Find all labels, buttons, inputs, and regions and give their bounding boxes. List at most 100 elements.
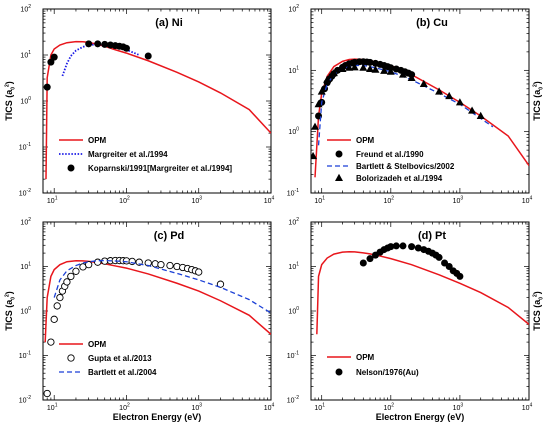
axis-ticks [42, 221, 272, 401]
x-tick-label: 102 [119, 196, 130, 206]
data-point [122, 44, 130, 52]
data-point [94, 40, 102, 48]
x-tick-label: 101 [47, 196, 58, 206]
legend-label: OPM [356, 136, 375, 145]
series-line [316, 250, 529, 335]
legend-label: Koparnski/1991[Margreiter et al./1994] [88, 164, 232, 173]
data-point [63, 278, 71, 286]
x-tick-label: 104 [522, 403, 533, 413]
data-point [56, 293, 64, 302]
data-point [43, 83, 51, 91]
data-point [50, 53, 58, 61]
data-point [445, 91, 454, 100]
panel-2: 101 102 103 104 10-1 100 101 102 (b) Cu OPM Freund… [287, 4, 545, 205]
data-point [329, 68, 338, 77]
y-tick-label: 10-1 [19, 351, 31, 361]
panel-1: 101 102 103 104 10-2 10-1 100 101 102 (a) Ni OPM Ma… [4, 4, 275, 205]
x-tick-label: 102 [119, 403, 130, 413]
data-point [314, 100, 323, 108]
y-tick-label: 101 [20, 262, 31, 272]
legend-swatch [67, 354, 75, 362]
series-group [43, 256, 271, 398]
y-tick-label: 102 [288, 217, 299, 227]
y-tick-label: 101 [288, 262, 299, 272]
data-point [408, 243, 416, 251]
data-point [85, 40, 93, 48]
y-tick-label: 102 [20, 4, 31, 14]
data-point [53, 302, 61, 310]
data-point [380, 66, 389, 74]
x-tick-label: 103 [191, 403, 202, 413]
x-tick-label: 104 [264, 196, 275, 206]
data-point [468, 106, 477, 114]
data-point [101, 40, 109, 48]
data-point [387, 243, 395, 251]
data-point [47, 338, 55, 346]
data-point [419, 79, 428, 87]
data-point [359, 259, 367, 267]
y-axis-label: TICS (a02) [532, 81, 545, 121]
panel-title: (c) Pd [154, 230, 185, 242]
data-point [435, 253, 443, 261]
data-point [311, 151, 318, 160]
panel-4: 101 102 103 104 10-2 10-1 100 101 102 (d) Pt OPM Ne… [287, 217, 545, 422]
y-tick-label: 100 [288, 306, 299, 316]
data-point [216, 280, 225, 288]
data-point [371, 65, 380, 73]
panel-3: 101 102 103 104 10-2 10-1 100 101 102 (c) Pd OPM Gu… [4, 217, 275, 422]
data-point [157, 261, 165, 269]
x-tick-label: 101 [47, 403, 58, 413]
data-point [85, 261, 93, 269]
data-point [476, 111, 485, 120]
data-point [399, 242, 407, 250]
y-axis-label: TICS (a02) [4, 291, 17, 331]
x-tick-label: 103 [453, 196, 464, 206]
legend-label: Freund et al./1990 [356, 150, 424, 159]
x-tick-label: 102 [384, 403, 395, 413]
data-point [414, 244, 422, 252]
y-tick-label: 10-1 [287, 351, 299, 361]
legend-label: OPM [88, 340, 107, 349]
y-tick-label: 10-1 [287, 188, 299, 198]
data-point [455, 98, 464, 106]
panel-title: (a) Ni [155, 17, 183, 29]
legend-label: Gupta et al./2013 [88, 354, 152, 363]
y-tick-label: 10-2 [19, 188, 31, 198]
data-point [366, 64, 375, 73]
legend-swatch [335, 368, 343, 376]
data-point [47, 58, 55, 66]
x-tick-label: 102 [384, 196, 395, 206]
data-point [456, 272, 464, 280]
series-group [311, 58, 529, 178]
x-tick-label: 101 [314, 403, 325, 413]
plot-frame [310, 8, 530, 194]
plot-frame [42, 221, 272, 401]
legend-label: Margreiter et al./1994 [88, 150, 168, 159]
data-point [144, 52, 152, 60]
legend: OPM Nelson/1976(Au) [327, 353, 419, 377]
data-point [317, 87, 326, 95]
data-point [195, 268, 203, 276]
data-point [323, 75, 332, 83]
y-tick-label: 10-2 [19, 395, 31, 405]
data-point [359, 63, 368, 71]
legend-label: OPM [88, 136, 107, 145]
data-point [386, 67, 395, 75]
plot-frame [42, 8, 272, 194]
panel-title: (d) Pt [418, 230, 446, 242]
legend: OPM Freund et al./1990 Bartlett & Stelbovi… [327, 136, 455, 183]
legend-swatch [67, 164, 75, 172]
x-axis-label: Electron Energy (eV) [113, 412, 202, 422]
y-axis-label: TICS (a02) [532, 291, 545, 331]
y-tick-label: 101 [20, 50, 31, 60]
data-point [67, 272, 75, 281]
data-point [43, 389, 51, 398]
y-axis-label: TICS (a02) [4, 81, 17, 121]
legend: OPM Margreiter et al./1994 Koparnski/1991[… [59, 136, 232, 173]
data-point [366, 58, 374, 66]
legend-label: Bartlett & Stelbovics/2002 [356, 162, 455, 171]
series-group [316, 242, 529, 335]
data-point [350, 63, 359, 71]
data-point [72, 267, 80, 275]
